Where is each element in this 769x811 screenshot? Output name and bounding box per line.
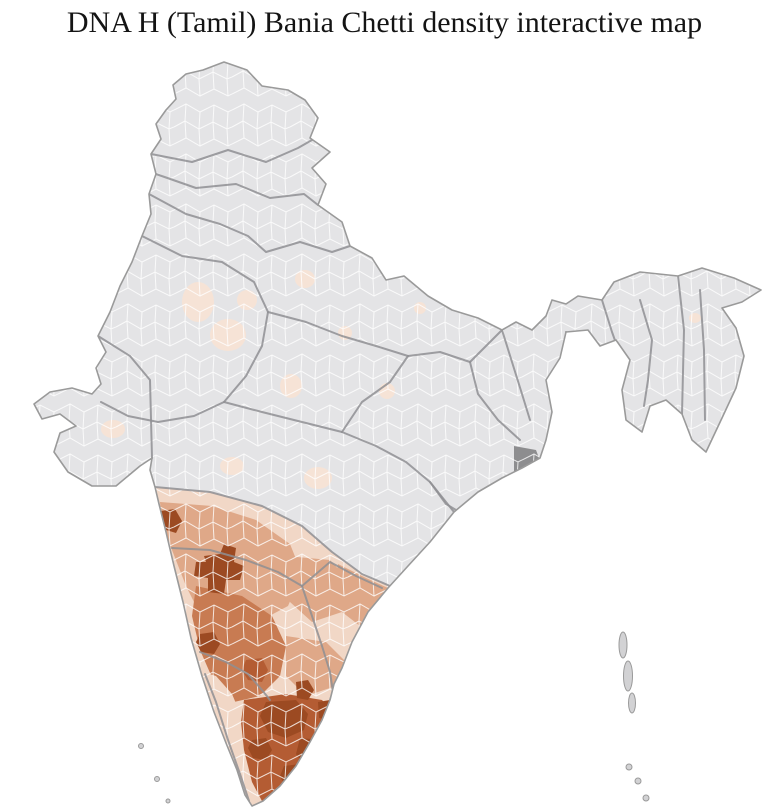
- state-border-line: [150, 139, 313, 163]
- state-border-line: [301, 561, 383, 589]
- state-border-line: [223, 401, 455, 513]
- state-border-line: [469, 361, 521, 441]
- state-border-line: [267, 311, 503, 363]
- page-title: DNA H (Tamil) Bania Chetti density inter…: [66, 6, 703, 39]
- state-border-line: [429, 481, 457, 511]
- state-border-line: [341, 355, 409, 433]
- state-border-line: [501, 329, 531, 421]
- nicobar-island[interactable]: [634, 777, 642, 785]
- state-border-line: [100, 235, 269, 423]
- state-border-line: [97, 335, 153, 459]
- state-border-line: [199, 651, 271, 701]
- state-border-line: [565, 331, 593, 369]
- state-border-line: [148, 193, 351, 253]
- andaman-island[interactable]: [623, 660, 633, 692]
- district-boundaries-mesh: [34, 62, 761, 806]
- lakshadweep-island[interactable]: [138, 743, 144, 749]
- andaman-island[interactable]: [618, 631, 628, 659]
- india-outline: [33, 61, 762, 807]
- state-border-line: [677, 275, 685, 415]
- state-border-line: [154, 486, 391, 587]
- state-border-line: [699, 289, 706, 421]
- nicobar-island[interactable]: [642, 794, 650, 802]
- state-border-line: [171, 547, 303, 587]
- andaman-island[interactable]: [628, 692, 636, 714]
- state-border-line: [639, 299, 653, 407]
- density-regions[interactable]: [30, 58, 765, 810]
- state-border-line: [204, 673, 250, 802]
- islands[interactable]: [138, 631, 650, 804]
- lakshadweep-island[interactable]: [165, 798, 171, 804]
- density-spot-puducherry[interactable]: [327, 731, 335, 739]
- lakshadweep-island[interactable]: [154, 776, 160, 782]
- state-border-line: [155, 173, 319, 206]
- nicobar-island[interactable]: [625, 763, 633, 771]
